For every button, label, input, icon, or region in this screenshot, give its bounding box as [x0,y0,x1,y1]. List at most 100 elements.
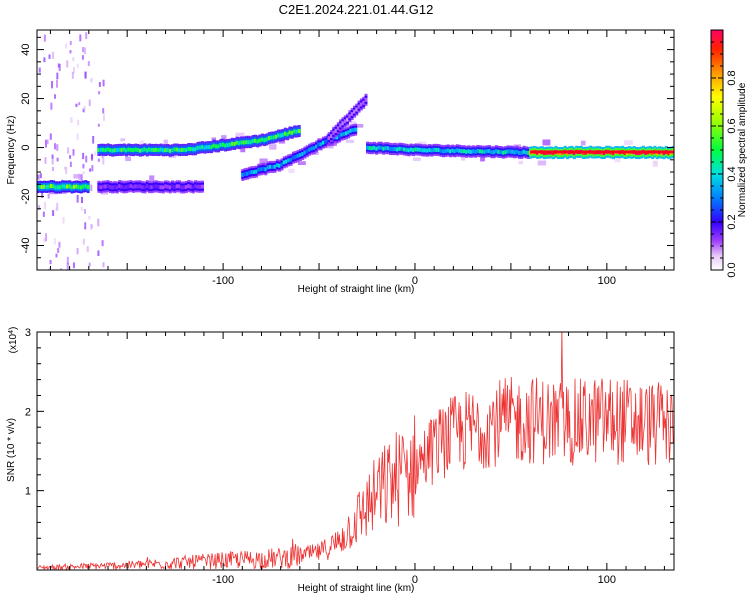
spectrogram-cell [324,139,328,144]
spectrogram-cell [91,224,94,228]
spectrogram-cell [370,146,374,151]
spectrogram-cell [283,131,287,136]
spectrogram-cell [159,147,163,152]
spectrogram-cell [230,141,234,146]
spectrogram-cell [221,142,225,147]
spectrogram-cell [393,147,397,152]
spectrogram-cell [274,134,278,139]
spectrogram-cell [182,147,186,152]
spectrogram-cell [377,145,381,150]
spectrogram-cell [517,150,521,155]
spectrogram-cell [580,140,586,146]
spectrogram-cell [154,184,158,189]
spectrogram-cell [243,172,247,177]
spectrogram-cell [54,143,57,150]
spectrogram-cell [118,147,122,152]
spectrogram-cell [85,32,88,40]
spectrogram-cell [483,149,487,154]
spectrogram-cell [56,72,59,80]
spectrogram-cell [432,147,436,152]
spectrogram-panel: -100 0 100 -40 -20 0 20 40 Height of straight l… [6,29,675,295]
spectrogram-cell [346,117,350,122]
spectrogram-cell [78,102,81,106]
spectrogram-cell [53,238,56,245]
spectrogram-cell [395,147,399,152]
spectrogram-cell [138,184,142,189]
spectrogram-cell [58,241,61,248]
spectrogram-cell [335,135,339,140]
spectrogram-cell [265,137,269,142]
spectrogram-cell [286,132,290,137]
spectrogram-cell [58,64,61,71]
spectrogram-cell [44,157,47,164]
spectrogram-cell [329,134,333,139]
spectrogram-cell [173,147,177,152]
spectrogram-cell [624,140,633,146]
spectrogram-cell [150,147,154,152]
spectrogram-cell [485,149,489,154]
spectrogram-cell [421,148,425,153]
spectrogram-cell [77,119,80,126]
spectrogram-cell [201,184,205,189]
spectrogram-cell [51,80,54,89]
spectrogram-cell [77,185,81,190]
spectrogram-cell [301,152,305,157]
spectrogram-cell [42,184,46,189]
spectrogram-cell [166,147,170,152]
spectrogram-cell [57,248,60,253]
spectrogram-cell [82,238,85,245]
spectrogram-cell [177,148,181,153]
spectrogram-cell [386,146,390,151]
spectrogram-cell [337,134,341,139]
spectrogram-cell [81,55,84,60]
spectrogram-cell [131,148,135,153]
spectrogram-cell [506,149,510,154]
spectrogram-cell [44,139,47,148]
spectrogram-cell [515,149,519,154]
spectrogram-cell [384,146,388,151]
spectrogram-cell [91,153,94,159]
spectrogram-y-tick-label: 0 [20,144,32,150]
spectrogram-cell [50,102,53,110]
spectrogram-cell [88,215,91,220]
spectrogram-cell [291,155,295,160]
spectrogram-cell [455,148,459,153]
spectrogram-cell [60,268,63,270]
spectrogram-cell [51,154,54,159]
spectrogram-cell [49,133,52,140]
spectrogram-cell [72,184,76,189]
spectrogram-cell [389,147,393,152]
spectrogram-cell [460,156,466,161]
spectrogram-cell [76,194,79,203]
spectrogram-cell [168,148,172,153]
spectrogram-cell [85,155,88,163]
spectrogram-cell [55,253,58,258]
spectrogram-cell [412,157,421,162]
spectrogram-cell [366,145,370,150]
spectrogram-cell [69,50,72,54]
spectrogram-cell [282,160,286,165]
spectrogram-cell [321,140,325,145]
spectrogram-cell [266,165,270,170]
spectrogram-cell [43,34,46,42]
spectrogram-cell [417,141,427,146]
spectrogram-cell [508,149,512,154]
spectrogram-cell [125,148,129,153]
spectrogram-cell [478,149,482,154]
spectrogram-cell [191,185,195,190]
spectrogram-cell [345,139,355,143]
spectrogram-cell [127,147,131,152]
spectrogram-cell [106,147,110,152]
spectrogram-cell [444,148,448,153]
spectrogram-cell [62,217,65,224]
spectrogram-cell [97,123,100,127]
spectrogram-cell [148,185,152,190]
spectrogram-cell [49,184,53,189]
spectrogram-cell [82,184,86,189]
spectrogram-ticks: -100 0 100 -40 -20 0 20 40 [20,30,674,287]
spectrogram-cell [355,107,359,112]
spectrogram-cell [44,201,47,210]
spectrogram-cell [448,149,452,154]
spectrogram-cell [134,147,138,152]
spectrogram-cell [416,147,420,152]
